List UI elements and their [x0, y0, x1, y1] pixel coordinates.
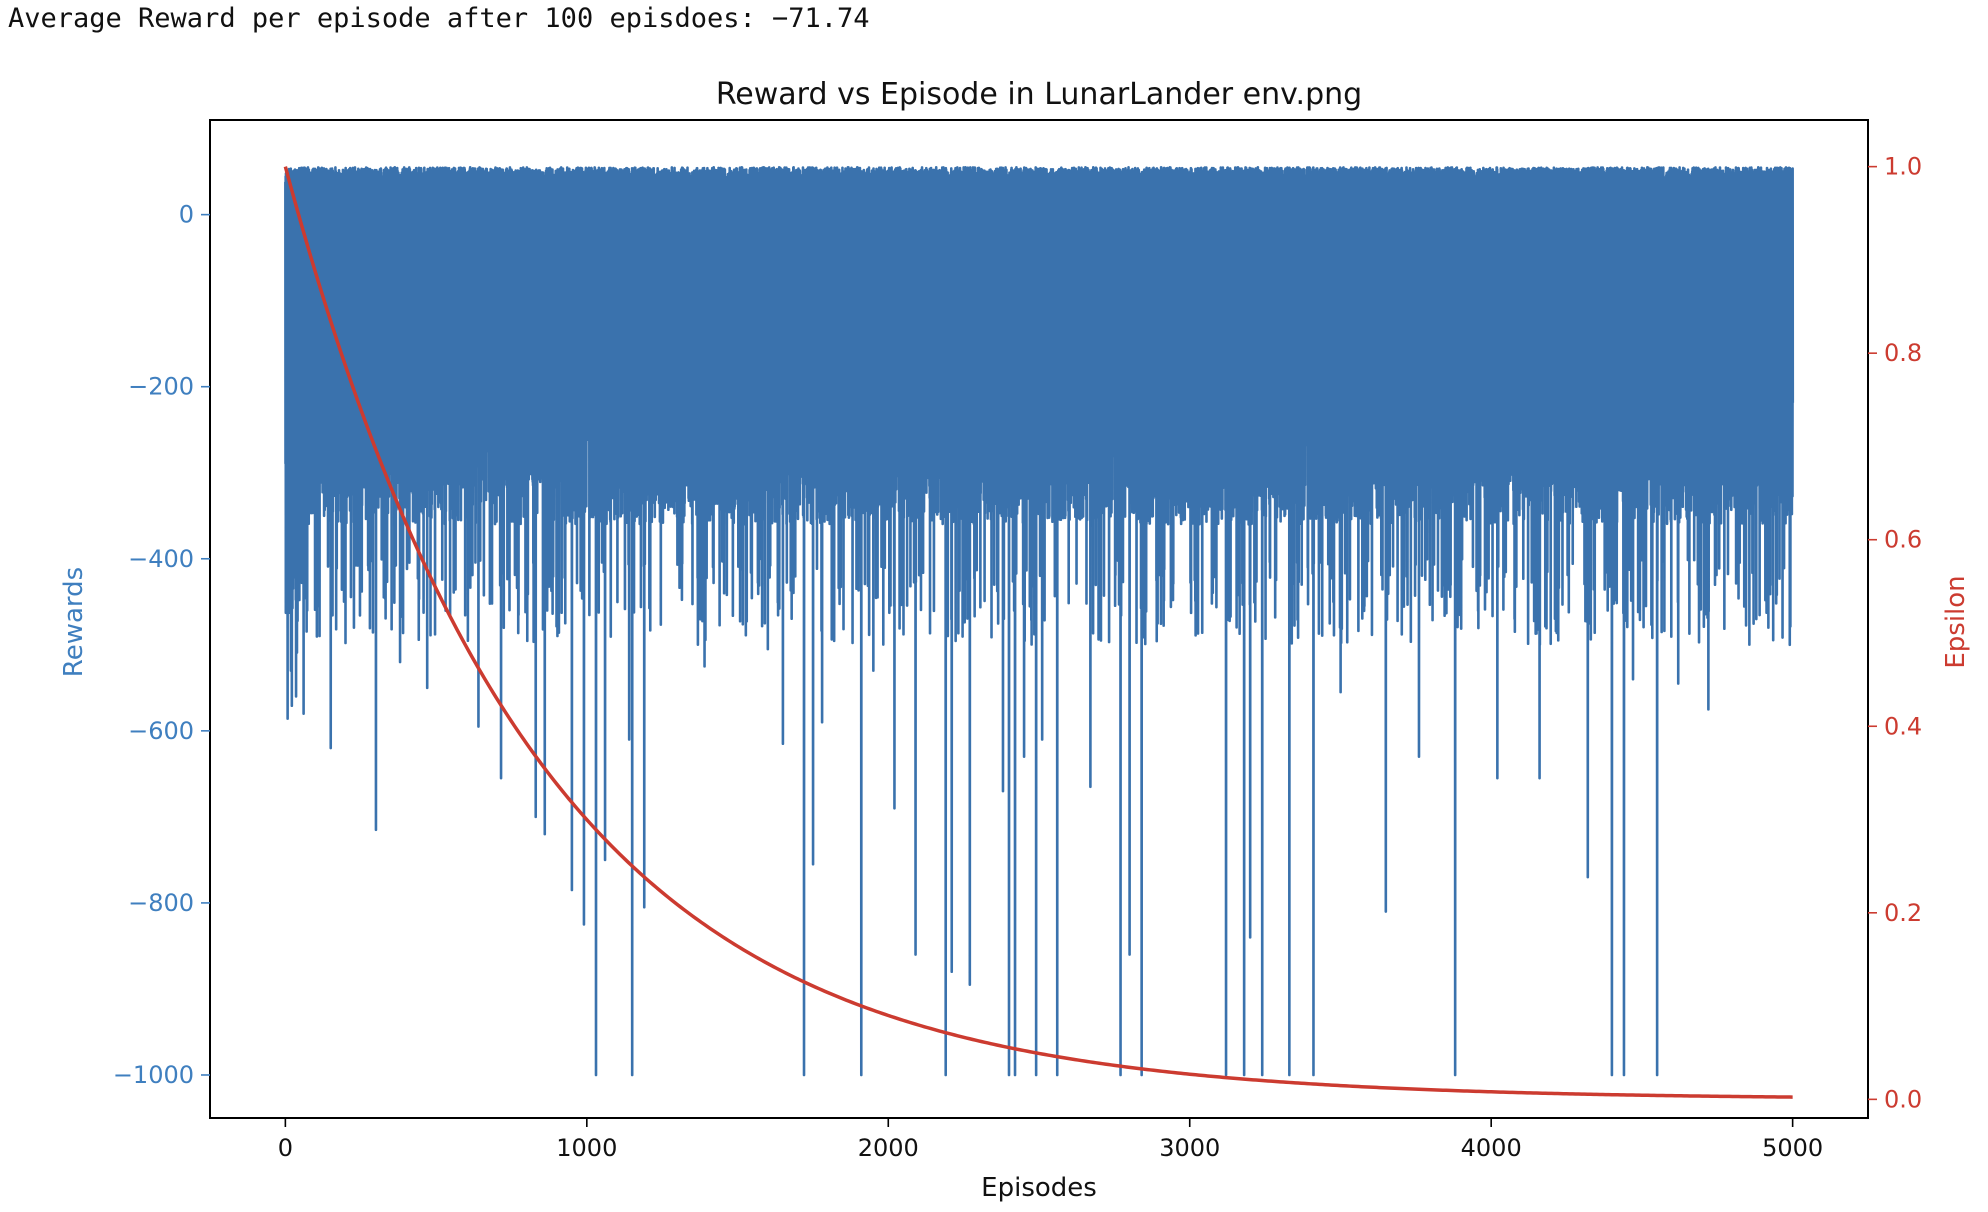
rewards-tick-label: −400	[128, 545, 194, 573]
epsilon-tick-label: 0.4	[1884, 712, 1922, 740]
x-tick-label: 4000	[1461, 1134, 1522, 1162]
epsilon-tick-label: 0.8	[1884, 339, 1922, 367]
epsilon-axis-label: Epsilon	[1941, 575, 1971, 668]
rewards-series-layer	[284, 166, 1795, 1077]
epsilon-tick-label: 1.0	[1884, 153, 1922, 181]
rewards-tick-label: −200	[128, 373, 194, 401]
x-tick-label: 1000	[556, 1134, 617, 1162]
x-tick-label: 3000	[1159, 1134, 1220, 1162]
x-tick-label: 2000	[858, 1134, 919, 1162]
x-tick-label: 0	[278, 1134, 293, 1162]
rewards-tick-label: −600	[128, 717, 194, 745]
rewards-tick-label: 0	[179, 201, 194, 229]
plot-frame	[209, 119, 1869, 1119]
x-tick-label: 5000	[1762, 1134, 1823, 1162]
epsilon-tick-label: 0.2	[1884, 899, 1922, 927]
rewards-axis-label: Rewards	[59, 567, 89, 677]
epsilon-series-layer	[283, 166, 1793, 1099]
x-axis: 0 1000 2000 3000 4000 5000	[278, 1118, 1823, 1162]
rewards-tick-label: −800	[128, 889, 194, 917]
rewards-series-line	[284, 166, 1795, 1077]
epsilon-tick-label: 0.6	[1884, 526, 1922, 554]
chart-title: Reward vs Episode in LunarLander env.png	[716, 77, 1362, 112]
rewards-axis: 0 −200 −400 −600 −800 −1000	[113, 201, 210, 1089]
epsilon-series-line	[283, 166, 1793, 1099]
x-axis-label: Episodes	[981, 1173, 1097, 1203]
epsilon-axis: 1.0 0.8 0.6 0.4 0.2 0.0	[1868, 153, 1922, 1113]
epsilon-tick-label: 0.0	[1884, 1085, 1922, 1113]
rewards-tick-label: −1000	[113, 1061, 194, 1089]
console-output-line: Average Reward per episode after 100 epi…	[8, 3, 870, 34]
